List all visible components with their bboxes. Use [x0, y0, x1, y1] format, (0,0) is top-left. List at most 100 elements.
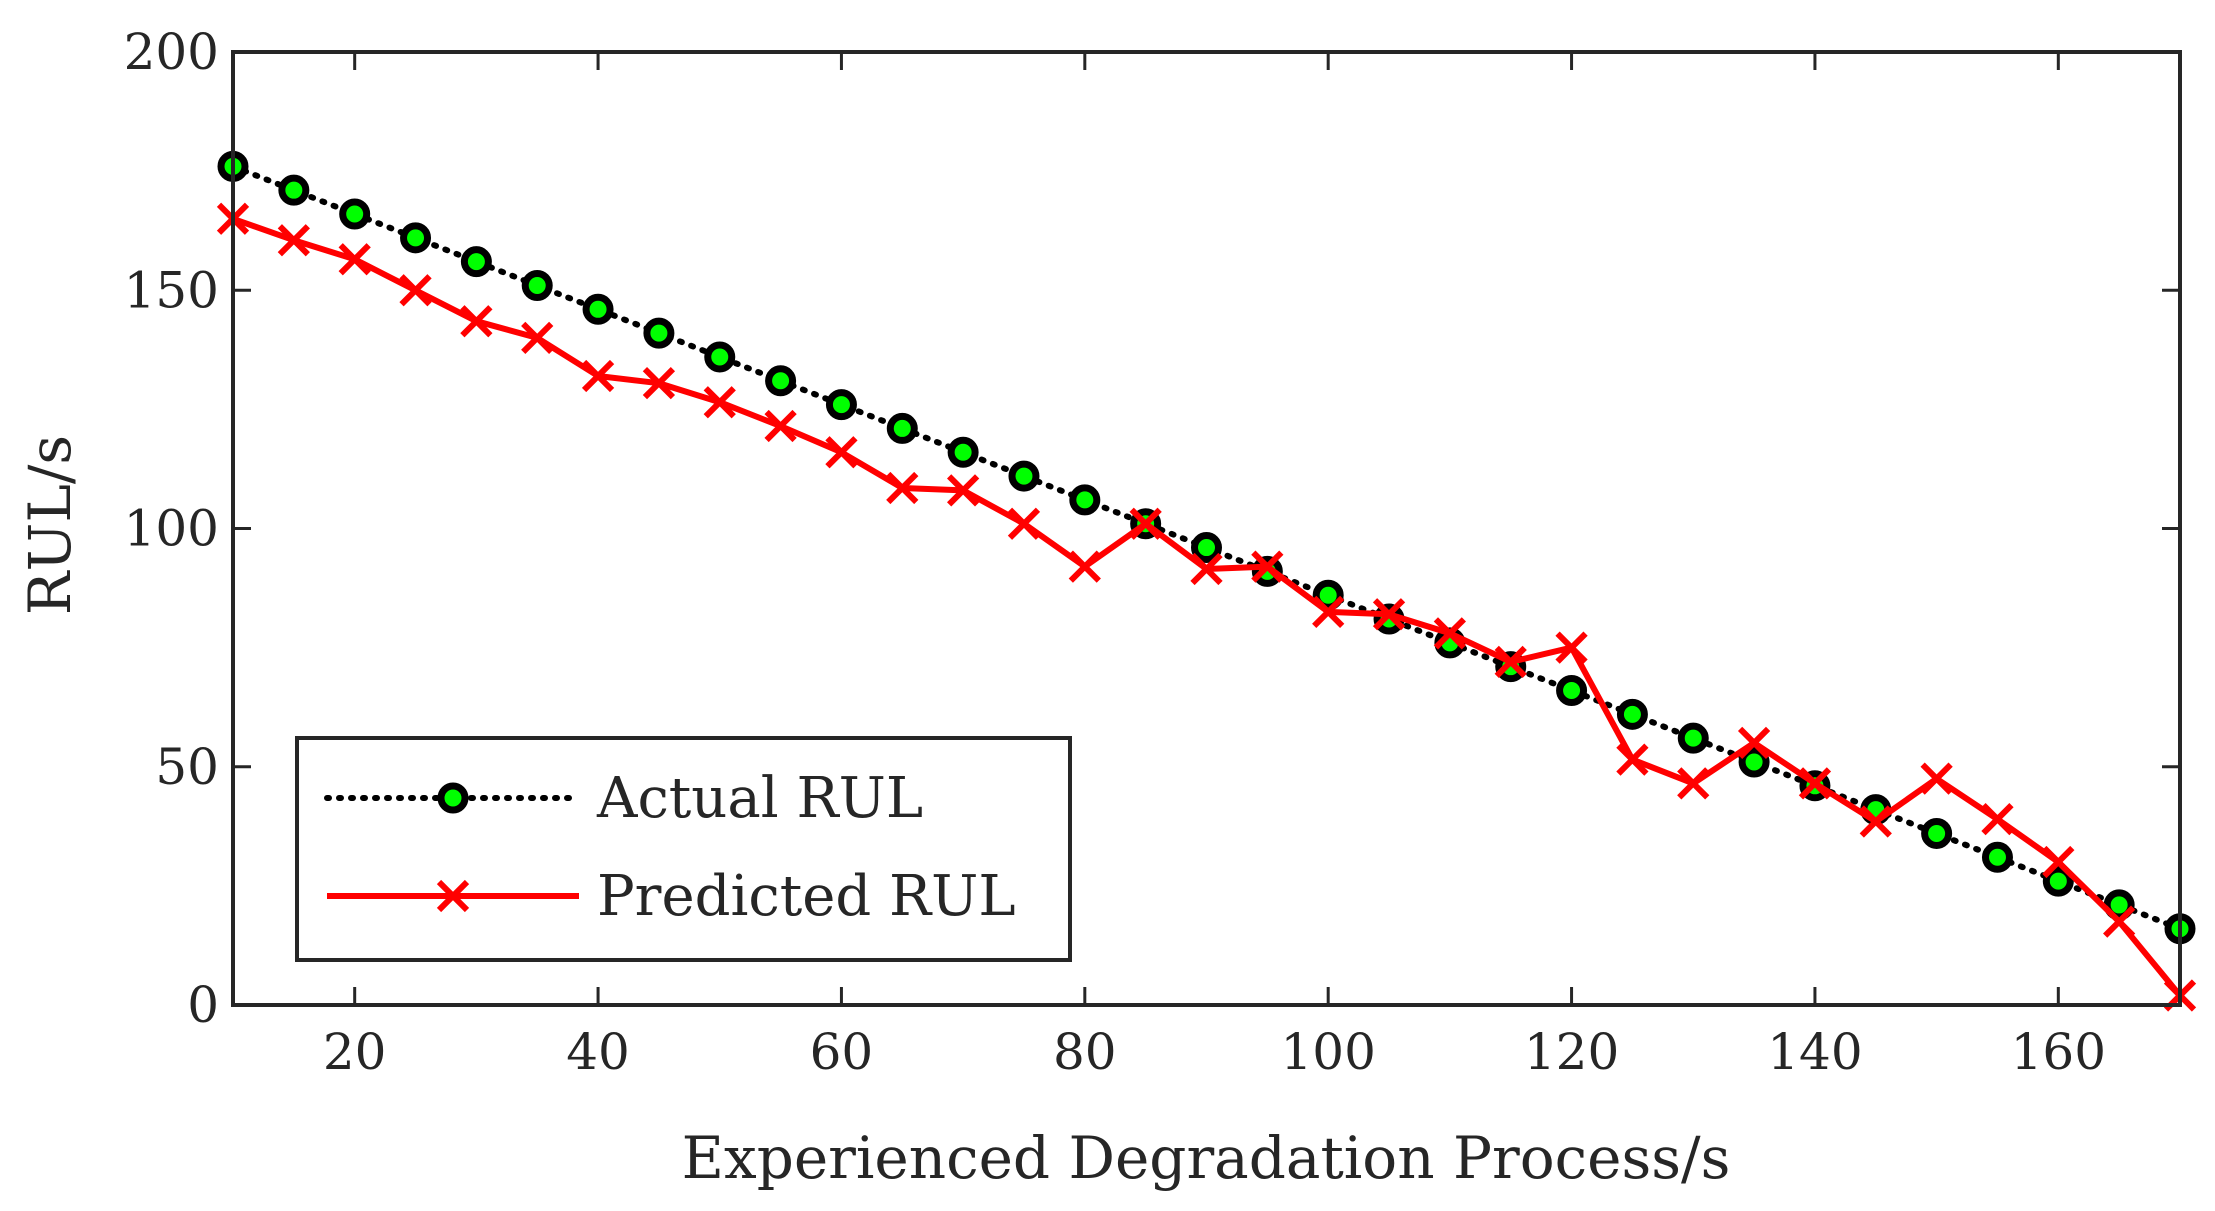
x-marker-stroke: [338, 243, 371, 276]
predicted-rul-point: [1677, 767, 1710, 800]
actual-rul-point: [1556, 675, 1588, 707]
actual-rul-point: [1191, 532, 1222, 564]
actual-rul-point: [1677, 722, 1709, 754]
actual-rul-point: [1312, 579, 1344, 611]
predicted-rul-point: [703, 386, 736, 419]
y-tick-label: 200: [124, 23, 219, 81]
actual-rul-point: [1738, 746, 1770, 778]
x-marker-stroke: [2103, 905, 2136, 938]
predicted-rul-point: [1372, 598, 1406, 631]
x-tick-label: 80: [1053, 1023, 1117, 1081]
x-marker-stroke: [1312, 595, 1345, 629]
predicted-rul-point: [1251, 550, 1284, 583]
actual-rul-point: [704, 341, 736, 373]
x-marker-stroke: [1372, 598, 1406, 631]
actual-rul-point: [400, 222, 432, 254]
predicted-rul-point: [1190, 552, 1223, 586]
predicted-rul-point: [825, 436, 858, 469]
actual-rul-point: [460, 246, 492, 278]
y-tick-label: 0: [187, 976, 219, 1034]
x-marker-stroke: [1433, 617, 1466, 650]
predicted-rul-point: [581, 359, 615, 393]
predicted-rul-point: [277, 224, 310, 257]
predicted-rul-point: [1312, 595, 1345, 629]
predicted-rul-point: [521, 321, 554, 355]
x-tick-label: 60: [810, 1023, 874, 1081]
x-marker-stroke: [1007, 507, 1041, 540]
actual-rul-point: [1981, 841, 2013, 873]
legend: Actual RUL Predicted RUL: [295, 736, 1072, 962]
plot-area: [216, 150, 2197, 1012]
predicted-rul-point: [1007, 507, 1041, 540]
predicted-rul-point: [1433, 617, 1466, 650]
x-marker-stroke: [703, 386, 736, 419]
predicted-rul-point: [1737, 726, 1771, 760]
y-axis-label: RUL/s: [16, 435, 84, 615]
x-tick-label: 100: [1280, 1023, 1375, 1081]
actual-rul-point: [1008, 460, 1040, 492]
x-marker-stroke: [1677, 767, 1710, 800]
x-tick-label: 120: [1524, 1023, 1619, 1081]
x-marker-stroke: [1190, 552, 1223, 586]
actual-rul-point: [1921, 817, 1953, 849]
x-marker-stroke: [1555, 631, 1588, 664]
x-marker-stroke: [886, 471, 919, 505]
actual-rul-point: [825, 389, 857, 421]
x-marker-stroke: [1068, 550, 1101, 583]
x-tick-label: 40: [566, 1023, 630, 1081]
predicted-rul-point: [1129, 507, 1162, 540]
x-marker-stroke: [642, 367, 676, 400]
actual-rul-point: [339, 198, 371, 230]
x-tick-label: 20: [323, 1023, 387, 1081]
predicted-rul-point: [2103, 905, 2136, 938]
predicted-rul-point: [642, 367, 676, 400]
actual-rul-point: [2103, 889, 2135, 921]
predicted-rul-point: [1494, 645, 1527, 679]
axes: 20 40 60 80 100 120 140 160 0 50 100 150 200: [124, 23, 2182, 1081]
legend-marker-actual: [437, 782, 469, 814]
predicted-rul-point: [1859, 805, 1892, 838]
predicted-rul-point: [1616, 743, 1649, 776]
x-marker-stroke: [436, 879, 470, 913]
x-marker-stroke: [1616, 743, 1649, 776]
x-marker-stroke: [1920, 762, 1953, 795]
x-marker-stroke: [1129, 507, 1162, 540]
x-marker-stroke: [1859, 805, 1892, 838]
y-tick-label: 100: [124, 500, 219, 558]
legend-label-actual: Actual RUL: [596, 766, 923, 831]
predicted-rul-point: [1981, 803, 2014, 836]
legend-marker-predicted: [436, 879, 470, 913]
legend-label-predicted: Predicted RUL: [597, 864, 1016, 929]
x-marker-stroke: [460, 305, 493, 338]
legend-box: [295, 736, 1072, 962]
x-marker-stroke: [399, 274, 432, 307]
predicted-rul-point: [399, 274, 432, 307]
x-marker-stroke: [825, 436, 858, 469]
predicted-rul-point: [1555, 631, 1588, 664]
x-marker-stroke: [1798, 767, 1832, 800]
actual-rul-point: [582, 293, 614, 325]
predicted-rul-point: [1920, 762, 1953, 795]
x-marker-stroke: [1251, 550, 1284, 583]
predicted-rul-point: [2042, 845, 2075, 879]
y-tick-label: 150: [124, 261, 219, 319]
actual-rul-point: [947, 436, 979, 468]
x-marker-stroke: [1981, 803, 2014, 836]
predicted-rul-point: [1798, 767, 1832, 800]
actual-rul-point: [1616, 698, 1648, 730]
y-tick-label: 50: [155, 738, 219, 796]
x-tick-label: 160: [2011, 1023, 2106, 1081]
x-marker-stroke: [1737, 726, 1771, 760]
x-axis-label: Experienced Degradation Process/s: [682, 1124, 1731, 1192]
x-marker-stroke: [581, 359, 615, 393]
predicted-rul-point: [460, 305, 493, 338]
predicted-rul-point: [764, 409, 797, 443]
actual-rul-point: [886, 412, 918, 444]
predicted-rul-point: [338, 243, 371, 276]
predicted-rul-point: [1068, 550, 1101, 583]
x-marker-stroke: [2042, 845, 2075, 879]
x-marker-stroke: [764, 409, 797, 443]
actual-rul-point: [278, 174, 310, 206]
x-marker-stroke: [947, 474, 980, 507]
